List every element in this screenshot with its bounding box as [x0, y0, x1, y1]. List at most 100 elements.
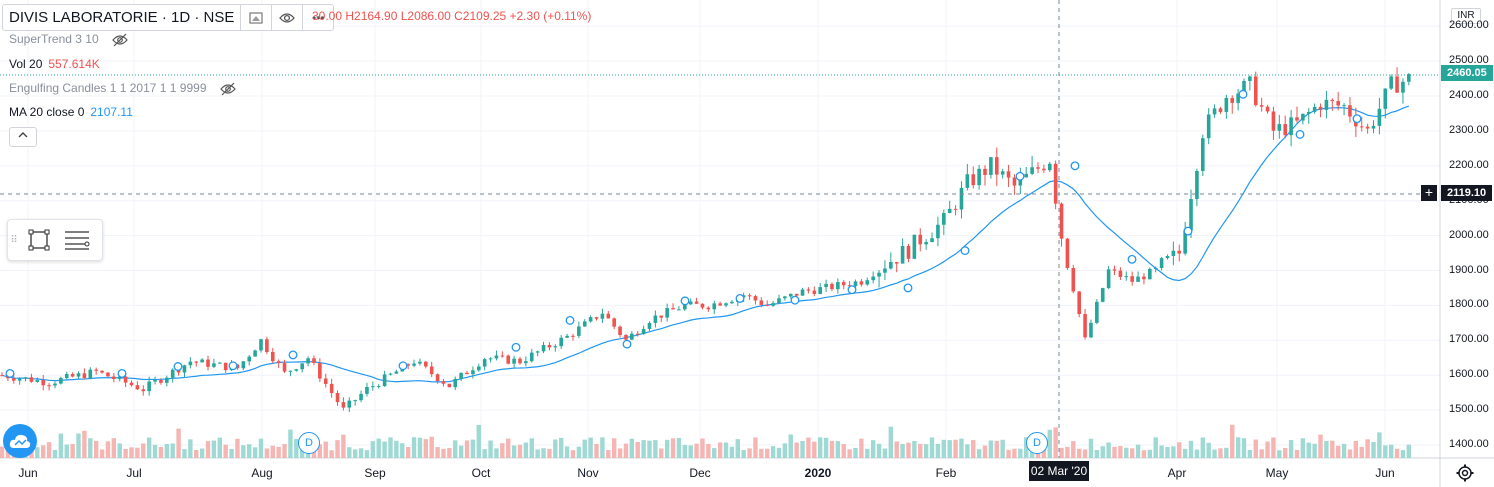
candle-body — [1077, 291, 1081, 315]
volume-bar — [1365, 439, 1370, 458]
candle-body — [1083, 314, 1087, 338]
volume-bar — [1218, 448, 1223, 458]
candle-body — [1136, 276, 1140, 282]
volume-bar — [182, 449, 187, 458]
volume-bar — [859, 438, 864, 458]
dividend-marker[interactable]: D — [298, 432, 320, 454]
candle-body — [1071, 267, 1076, 292]
indicator-supertrend[interactable]: SuperTrend 3 10 — [9, 32, 128, 47]
volume-bar — [817, 437, 823, 458]
gear-icon[interactable] — [1456, 464, 1474, 487]
candle-body — [1153, 268, 1158, 270]
candle-body — [1348, 105, 1352, 117]
indicator-engulfing[interactable]: Engulfing Candles 1 1 2017 1 1 9999 — [9, 81, 236, 96]
drag-handle-icon[interactable]: ⠿ — [10, 234, 18, 246]
engulfing-marker — [117, 369, 127, 378]
price-axis-label: 2600.00 — [1449, 19, 1489, 32]
currency-label[interactable]: INR — [1451, 8, 1481, 24]
volume-bar — [288, 429, 293, 458]
candle-body — [1189, 199, 1193, 231]
candle-body — [618, 326, 622, 335]
volume-bar — [812, 441, 817, 458]
cloud-upload-icon[interactable] — [3, 424, 37, 458]
candle-body — [76, 373, 81, 377]
candle-body — [759, 300, 764, 305]
symbol-selector[interactable]: DIVIS LABORATORIE · 1D · NSE ••• — [2, 4, 335, 31]
indicator-ma[interactable]: MA 20 close 0 2107.11 — [9, 105, 133, 119]
dividend-marker[interactable]: D — [1026, 432, 1048, 454]
volume-bar — [1171, 446, 1176, 458]
volume-bar — [317, 444, 323, 458]
volume-bar — [423, 439, 429, 458]
candle-body — [1183, 230, 1187, 254]
fib-lines-tool-icon[interactable] — [58, 222, 96, 258]
candle-body — [371, 386, 375, 388]
candle-body — [70, 374, 75, 377]
engulfing-marker — [735, 293, 745, 303]
engulfing-marker — [228, 361, 238, 371]
volume-bar — [688, 445, 693, 458]
indicator-name: MA 20 close 0 — [9, 105, 85, 119]
candle-body — [1130, 276, 1134, 282]
engulfing-marker — [680, 296, 690, 306]
candle-body — [1059, 203, 1064, 239]
add-alert-plus-icon[interactable]: + — [1421, 185, 1437, 201]
rectangle-tool-icon[interactable] — [20, 222, 58, 258]
candle-body — [1118, 270, 1123, 278]
volume-bar — [329, 450, 334, 458]
volume-bar — [541, 448, 546, 458]
candle-body — [1259, 105, 1264, 107]
candle-body — [482, 359, 487, 367]
candle-body — [1000, 171, 1005, 175]
candle-body — [524, 361, 528, 364]
volume-bar — [1283, 447, 1288, 458]
indicator-name: SuperTrend 3 10 — [9, 32, 99, 46]
candle-body — [565, 335, 569, 338]
drawing-toolbar[interactable]: ⠿ — [7, 219, 103, 261]
eye-off-icon[interactable] — [220, 82, 236, 96]
hide-series-icon[interactable] — [240, 5, 271, 30]
engulfing-marker — [622, 339, 632, 349]
eye-off-icon[interactable] — [112, 33, 128, 47]
candle-body — [1112, 269, 1117, 271]
volume-bar — [841, 444, 846, 458]
engulfing-marker — [398, 361, 408, 371]
candle-body — [1289, 117, 1293, 136]
candle-body — [783, 296, 787, 299]
volume-bar — [1241, 438, 1247, 458]
candle-body — [777, 298, 781, 304]
candle-body — [947, 208, 952, 214]
candle-body — [447, 383, 452, 388]
candle-body — [406, 364, 410, 366]
candle-body — [471, 370, 475, 375]
candle-body — [147, 381, 151, 392]
candle-body — [900, 245, 905, 264]
candle-body — [1159, 258, 1164, 269]
volume-bar — [1106, 442, 1111, 458]
more-options-icon[interactable]: ••• — [302, 5, 333, 30]
price-axis-label: 1900.00 — [1449, 263, 1489, 276]
volume-bar — [1212, 449, 1217, 458]
volume-bar — [1071, 441, 1076, 458]
candle-body — [688, 301, 693, 305]
candle-body — [1253, 76, 1258, 106]
volume-bar — [400, 443, 405, 458]
volume-bar — [1235, 437, 1241, 458]
indicator-value: 2107.11 — [90, 105, 133, 119]
engulfing-marker — [903, 283, 913, 293]
eye-icon[interactable] — [271, 5, 302, 30]
symbol-name[interactable]: DIVIS LABORATORIE · 1D · NSE — [9, 9, 235, 26]
collapse-legend-button[interactable] — [9, 127, 37, 147]
candle-body — [788, 293, 793, 297]
volume-bar — [829, 441, 835, 458]
volume-bar — [706, 443, 711, 458]
volume-bar — [176, 428, 181, 458]
candle-body — [694, 301, 699, 304]
volume-bar — [1288, 440, 1294, 458]
indicator-volume[interactable]: Vol 20 557.614K — [9, 57, 100, 71]
candle-body — [188, 361, 193, 366]
candle-body — [1248, 76, 1252, 81]
volume-bar — [1129, 448, 1135, 458]
last-price-tag: 2460.05 — [1441, 65, 1493, 81]
